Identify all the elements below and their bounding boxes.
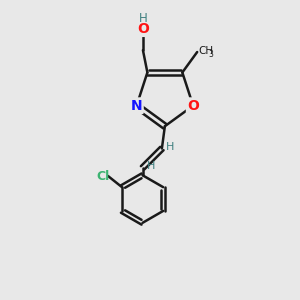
Text: H: H <box>147 161 155 171</box>
Text: O: O <box>137 22 149 36</box>
Text: CH: CH <box>199 46 214 56</box>
Text: Cl: Cl <box>96 169 109 182</box>
Text: H: H <box>166 142 174 152</box>
Text: 3: 3 <box>208 50 213 59</box>
Text: O: O <box>187 99 199 113</box>
Text: N: N <box>131 99 142 113</box>
Text: H: H <box>139 12 147 25</box>
